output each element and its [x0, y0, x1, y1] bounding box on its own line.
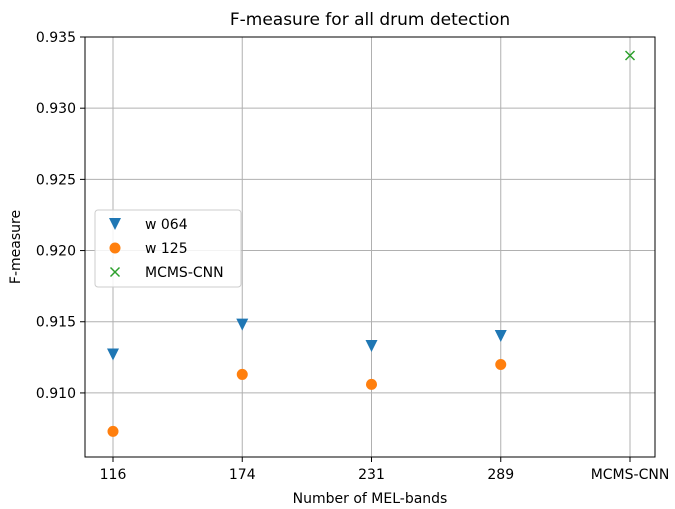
data-point	[108, 426, 119, 437]
x-axis-label: Number of MEL-bands	[293, 491, 448, 507]
y-tick-label: 0.915	[36, 315, 76, 331]
x-tick-label: 174	[229, 467, 256, 483]
data-point	[495, 359, 506, 370]
data-point	[366, 340, 378, 352]
x-tick-label: 116	[100, 467, 127, 483]
y-axis: 0.910 0.915 0.920 0.925 0.930 0.935	[36, 30, 85, 402]
data-point	[107, 348, 119, 360]
y-tick-label: 0.935	[36, 30, 76, 46]
x-tick-label: 289	[487, 467, 514, 483]
y-tick-label: 0.910	[36, 386, 76, 402]
legend-entry: w 064	[145, 217, 188, 233]
y-axis-label: F-measure	[8, 210, 24, 284]
y-tick-label: 0.925	[36, 172, 76, 188]
x-axis: 116 174 231 289 MCMS-CNN	[100, 457, 670, 483]
y-tick-label: 0.930	[36, 101, 76, 117]
data-point	[237, 369, 248, 380]
legend: w 064 w 125 MCMS-CNN	[95, 210, 241, 287]
legend-entry: MCMS-CNN	[145, 265, 224, 281]
data-point	[236, 319, 248, 331]
data-point	[495, 330, 507, 342]
legend-marker	[110, 243, 121, 254]
data-point	[366, 379, 377, 390]
chart-title: F-measure for all drum detection	[230, 10, 510, 30]
x-tick-label: MCMS-CNN	[591, 467, 670, 483]
y-tick-label: 0.920	[36, 244, 76, 260]
legend-entry: w 125	[145, 241, 188, 257]
x-tick-label: 231	[358, 467, 385, 483]
